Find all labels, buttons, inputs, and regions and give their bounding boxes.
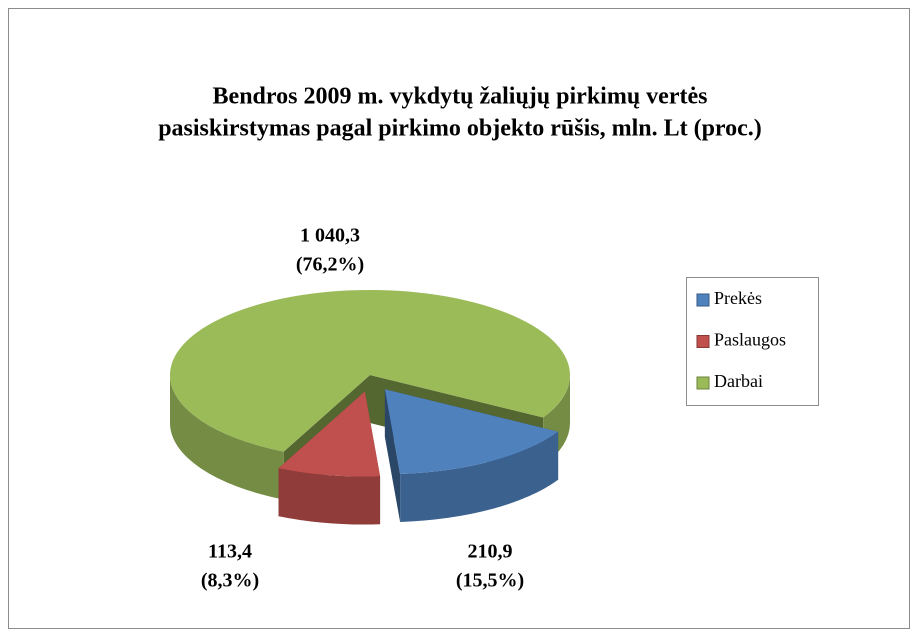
chart-title: pasiskirstymas pagal pirkimo objekto rūš… (158, 116, 762, 142)
data-label: 210,9 (468, 541, 513, 563)
slice-top (384, 389, 559, 474)
data-label: 1 040,3 (300, 225, 360, 247)
legend-swatch (696, 335, 710, 348)
data-label: 113,4 (208, 541, 252, 563)
chart-title: Bendros 2009 m. vykdytų žaliųjų pirkimų … (213, 84, 708, 110)
slice-side (400, 431, 559, 522)
legend-label: Darbai (714, 371, 763, 391)
slice-top (169, 290, 570, 452)
data-label: (15,5%) (456, 570, 524, 592)
legend-label: Paslaugos (714, 330, 786, 350)
slice-wall (384, 389, 401, 522)
pie-slice (384, 389, 559, 522)
legend: Prekės Paslaugos Darbai (686, 277, 819, 406)
slice-top (278, 391, 381, 477)
legend-label: Prekės (714, 288, 762, 308)
data-label: (8,3%) (201, 570, 259, 592)
data-label: (76,2%) (296, 254, 364, 276)
legend-swatch (696, 376, 710, 390)
pie-slice (278, 391, 381, 525)
legend-swatch (696, 293, 710, 307)
data-labels: 210,9 (15,5%) 113,4 (8,3%) 1 040,3 (76,2%) (201, 225, 524, 592)
slice-side (278, 468, 381, 525)
slice-side (170, 375, 284, 500)
pie (169, 290, 570, 525)
